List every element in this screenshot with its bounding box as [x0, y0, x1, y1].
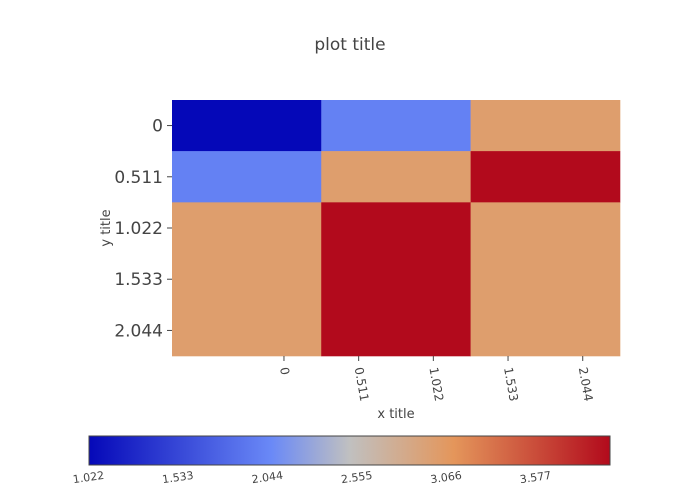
x-tick-label: 0.511: [352, 366, 372, 402]
colorbar-tick-label: 1.533: [161, 469, 194, 486]
colorbar-tick-label: 2.044: [251, 469, 284, 486]
y-axis-title: y title: [99, 209, 114, 246]
y-tick-label: 1.533: [114, 270, 163, 290]
chart-title: plot title: [314, 35, 385, 55]
heatmap-cell-r1-c2: [470, 151, 621, 203]
heatmap-cell-r0-c0: [172, 100, 322, 152]
heatmap-cell-r0-c2: [470, 100, 621, 152]
heatmap-cell-r0-c1: [321, 100, 471, 152]
x-axis-title: x title: [377, 407, 414, 422]
x-tick-label: 1.533: [501, 366, 521, 402]
x-tick-label: 1.022: [426, 366, 446, 402]
colorbar-gradient: [88, 435, 611, 466]
colorbar: 1.022 1.533 2.044 2.555 3.066 3.577: [72, 435, 611, 486]
y-tick-label: 0.511: [114, 168, 163, 188]
y-tick-label: 1.022: [114, 219, 163, 239]
colorbar-tick-label: 3.066: [430, 469, 463, 486]
heatmap-cell-r2-c2: [470, 202, 621, 357]
colorbar-tick-label: 2.555: [340, 469, 373, 486]
colorbar-tick-label: 1.022: [72, 469, 105, 486]
colorbar-tick-label: 3.577: [519, 469, 552, 486]
y-tick-label: 2.044: [114, 321, 163, 341]
heatmap-cell-r1-c1: [321, 151, 471, 203]
y-tick-label: 0: [152, 117, 163, 137]
y-axis-ticks: 0 0.511 1.022 1.533 2.044: [114, 117, 172, 341]
x-tick-label: 0: [277, 366, 292, 376]
heatmap-cell-r1-c0: [172, 151, 322, 203]
x-tick-label: 2.044: [576, 366, 596, 402]
heatmap-cells: [172, 100, 621, 357]
x-axis-ticks: 0 0.511 1.022 1.533 2.044: [277, 356, 596, 402]
heatmap-cell-r2-c1: [321, 202, 471, 357]
heatmap-cell-r2-c0: [172, 202, 322, 357]
colorbar-ticks: 1.022 1.533 2.044 2.555 3.066 3.577: [72, 469, 552, 486]
